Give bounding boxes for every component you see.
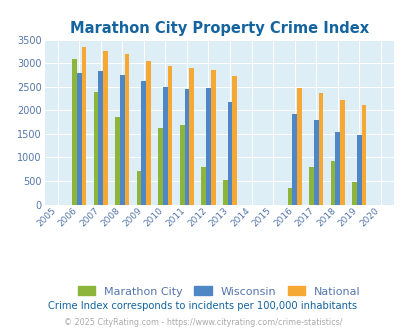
- Title: Marathon City Property Crime Index: Marathon City Property Crime Index: [70, 21, 368, 36]
- Bar: [189, 68, 194, 205]
- Bar: [339, 100, 344, 205]
- Bar: [232, 76, 237, 205]
- Bar: [313, 120, 318, 205]
- Bar: [335, 132, 339, 205]
- Bar: [318, 93, 322, 205]
- Bar: [292, 114, 296, 205]
- Bar: [210, 70, 215, 205]
- Bar: [124, 54, 129, 205]
- Bar: [94, 92, 98, 205]
- Bar: [77, 73, 81, 205]
- Bar: [330, 161, 335, 205]
- Bar: [222, 180, 227, 205]
- Bar: [119, 75, 124, 205]
- Bar: [98, 71, 103, 205]
- Bar: [361, 105, 366, 205]
- Bar: [167, 66, 172, 205]
- Text: © 2025 CityRating.com - https://www.cityrating.com/crime-statistics/: © 2025 CityRating.com - https://www.city…: [64, 318, 341, 327]
- Bar: [72, 59, 77, 205]
- Bar: [227, 102, 232, 205]
- Bar: [162, 87, 167, 205]
- Bar: [184, 89, 189, 205]
- Bar: [81, 47, 86, 205]
- Bar: [308, 167, 313, 205]
- Bar: [179, 125, 184, 205]
- Bar: [352, 182, 356, 205]
- Bar: [296, 88, 301, 205]
- Bar: [141, 81, 146, 205]
- Bar: [158, 128, 162, 205]
- Bar: [115, 117, 119, 205]
- Bar: [356, 135, 361, 205]
- Bar: [287, 188, 292, 205]
- Bar: [201, 167, 206, 205]
- Bar: [146, 61, 151, 205]
- Bar: [206, 88, 210, 205]
- Bar: [136, 171, 141, 205]
- Bar: [103, 51, 108, 205]
- Legend: Marathon City, Wisconsin, National: Marathon City, Wisconsin, National: [74, 283, 363, 300]
- Text: Crime Index corresponds to incidents per 100,000 inhabitants: Crime Index corresponds to incidents per…: [48, 301, 357, 311]
